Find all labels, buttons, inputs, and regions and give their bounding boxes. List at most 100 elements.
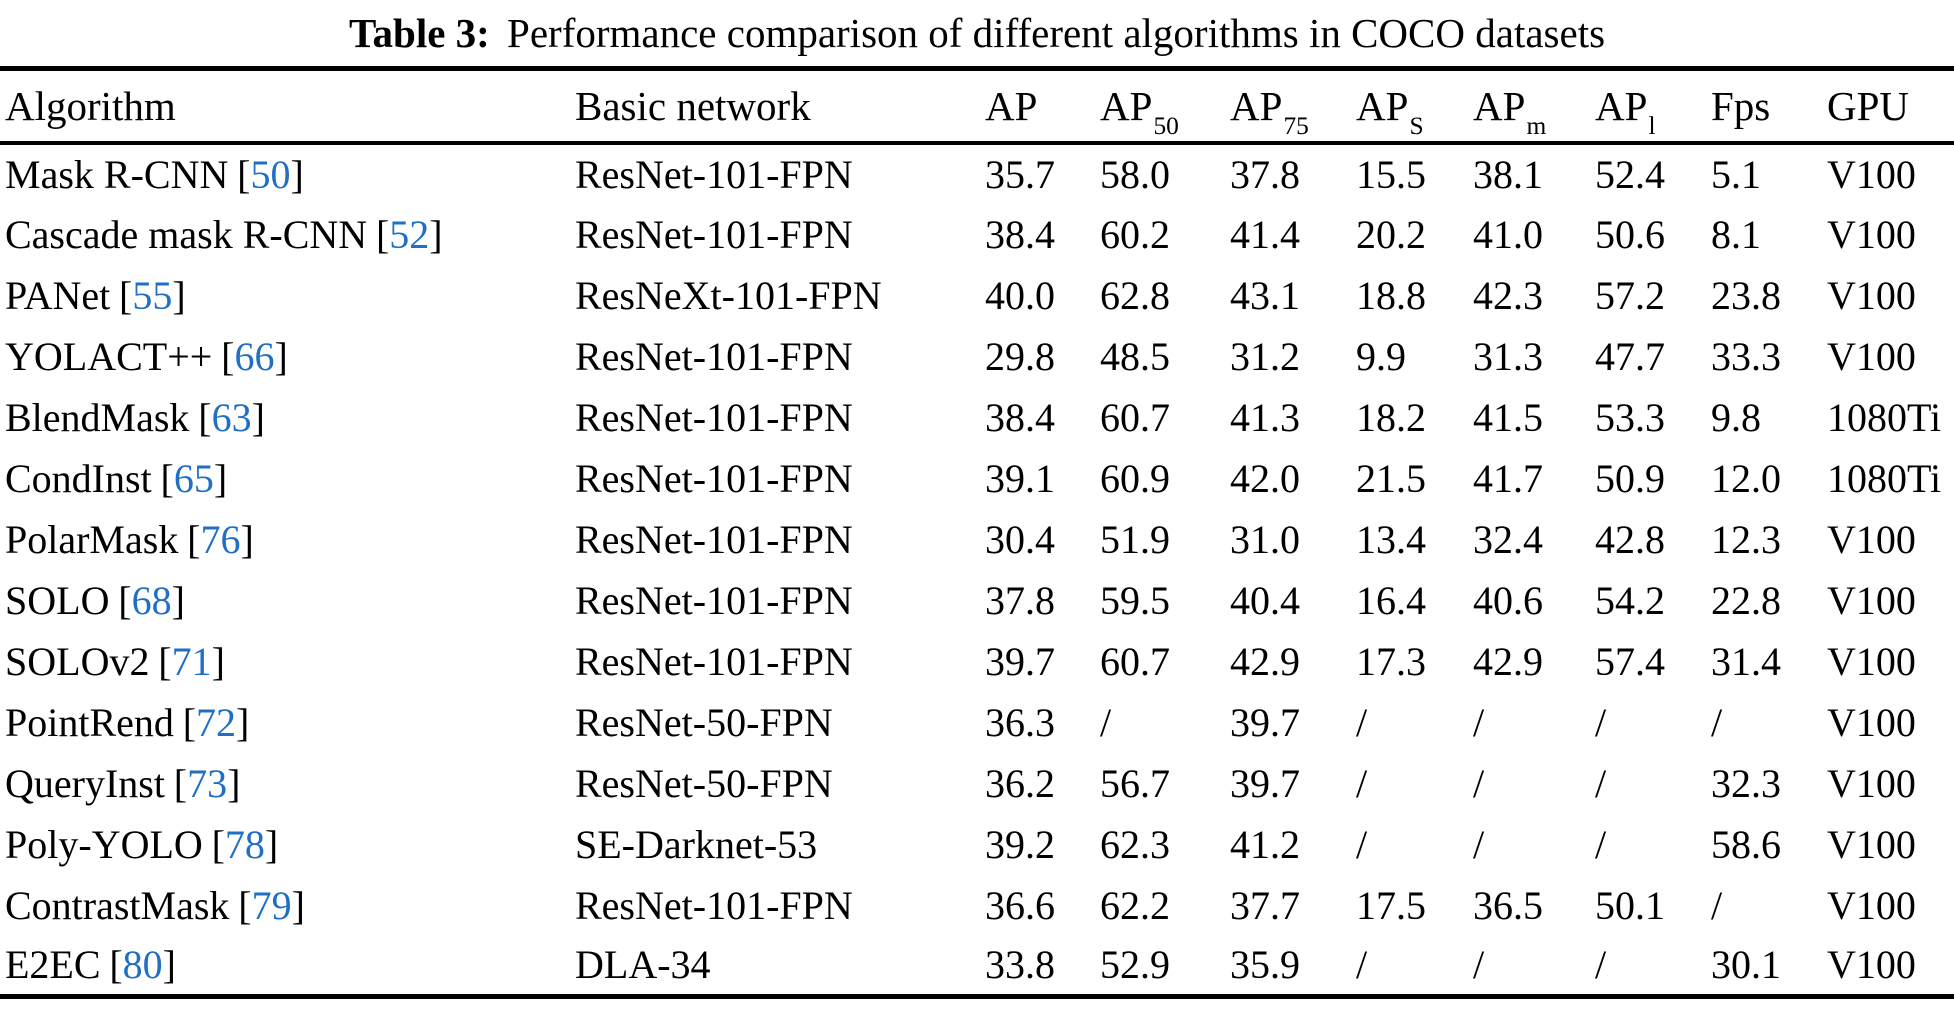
citation-link[interactable]: 76 [200,516,241,562]
citation-link[interactable]: 72 [196,699,237,745]
col-header-subscript: S [1409,111,1424,140]
performance-table: Algorithm Basic network AP AP50 AP75 APS… [0,66,1954,999]
citation-link[interactable]: 73 [187,760,228,806]
aps-cell: 20.2 [1356,211,1426,257]
apl-cell: 52.4 [1595,151,1665,197]
algorithm-name: Poly-YOLO [5,821,203,867]
ap-cell: 37.8 [985,577,1055,623]
gpu-cell: V100 [1827,516,1916,562]
col-header-subscript: l [1648,111,1656,140]
ap-cell: 39.7 [985,638,1055,684]
col-header-subscript: 75 [1283,111,1309,140]
ap-cell: 36.6 [985,882,1055,928]
col-header-apl: APl [1595,68,1711,145]
network-cell: ResNeXt-101-FPN [575,272,882,318]
col-header-gpu: GPU [1827,68,1954,145]
fps-cell: 30.1 [1711,942,1781,988]
network-cell: DLA-34 [575,942,711,988]
ap-cell: 33.8 [985,942,1055,988]
gpu-cell: V100 [1827,577,1916,623]
aps-cell: 21.5 [1356,455,1426,501]
col-header-label: Basic network [575,82,811,129]
col-header-label: AP [1473,82,1526,129]
citation-link[interactable]: 63 [211,394,252,440]
apm-cell: 38.1 [1473,151,1543,197]
col-header-basic-network: Basic network [575,68,985,145]
algorithm-name: SOLOv2 [5,638,150,684]
apl-cell: / [1595,821,1607,867]
table-row: ContrastMask [79] ResNet-101-FPN 36.6 62.… [0,875,1954,936]
algorithm-name: CondInst [5,455,152,501]
citation-bracket: [ [158,638,172,684]
apm-cell: 41.7 [1473,455,1543,501]
fps-cell: 8.1 [1711,211,1761,257]
ap-cell: 29.8 [985,333,1055,379]
citation-bracket: [ [182,699,197,745]
gpu-cell: V100 [1827,333,1916,379]
col-header-ap75: AP75 [1230,68,1356,145]
citation-link[interactable]: 71 [171,638,212,684]
citation-link[interactable]: 55 [132,272,173,318]
table-row: SOLOv2 [71] ResNet-101-FPN 39.7 60.7 42.9… [0,631,1954,692]
gpu-cell: V100 [1827,760,1916,806]
col-header-ap: AP [985,68,1100,145]
apm-cell: / [1473,699,1485,745]
apl-cell: 50.1 [1595,882,1665,928]
algorithm-name: E2EC [5,942,101,988]
citation-link[interactable]: 80 [122,942,163,988]
apl-cell: / [1595,699,1607,745]
ap75-cell: 41.2 [1230,821,1300,867]
algorithm-name: Mask R-CNN [5,151,229,197]
citation-link[interactable]: 52 [389,211,430,257]
citation-link[interactable]: 65 [173,455,214,501]
citation-bracket: [ [238,882,252,928]
aps-cell: 16.4 [1356,577,1426,623]
algorithm-cell: CondInst [65] [0,448,575,509]
citation-bracket: [ [221,333,235,379]
apm-cell: 42.9 [1473,638,1543,684]
table-row: PolarMask [76] ResNet-101-FPN 30.4 51.9 3… [0,509,1954,570]
col-header-label: AP [1230,82,1283,129]
ap-cell: 38.4 [985,211,1055,257]
apm-cell: 40.6 [1473,577,1543,623]
ap75-cell: 41.3 [1230,394,1300,440]
citation-link[interactable]: 50 [250,151,291,197]
citation-link[interactable]: 78 [224,821,265,867]
network-cell: ResNet-50-FPN [575,699,833,745]
citation-bracket: [ [375,211,390,257]
citation-bracket: [ [237,151,251,197]
gpu-cell: V100 [1827,942,1916,988]
apm-cell: 41.0 [1473,211,1543,257]
citation-link[interactable]: 68 [131,577,172,623]
col-header-subscript: m [1526,111,1547,140]
ap-cell: 35.7 [985,151,1055,197]
ap75-cell: 43.1 [1230,272,1300,318]
citation-bracket: [ [160,455,174,501]
citation-link[interactable]: 79 [251,882,292,928]
fps-cell: 23.8 [1711,272,1781,318]
apl-cell: 53.3 [1595,394,1665,440]
col-header-algorithm: Algorithm [0,68,575,145]
col-header-label: GPU [1827,82,1910,129]
citation-link[interactable]: 66 [234,333,275,379]
algorithm-name: YOLACT++ [5,333,213,379]
gpu-cell: 1080Ti [1827,455,1942,501]
apl-cell: 57.4 [1595,638,1665,684]
ap50-cell: 52.9 [1100,942,1170,988]
table-row: BlendMask [63] ResNet-101-FPN 38.4 60.7 4… [0,387,1954,448]
algorithm-name: PANet [5,272,111,318]
algorithm-cell: Cascade mask R-CNN [52] [0,204,575,265]
ap75-cell: 31.2 [1230,333,1300,379]
ap50-cell: 56.7 [1100,760,1170,806]
apm-cell: / [1473,821,1485,867]
aps-cell: / [1356,699,1368,745]
ap50-cell: 60.2 [1100,211,1170,257]
network-cell: ResNet-101-FPN [575,638,853,684]
algorithm-cell: Poly-YOLO [78] [0,814,575,875]
citation-bracket: ] [162,942,176,988]
col-header-aps: APS [1356,68,1473,145]
ap75-cell: 40.4 [1230,577,1300,623]
algorithm-cell: PANet [55] [0,265,575,326]
apl-cell: / [1595,942,1607,988]
aps-cell: 18.2 [1356,394,1426,440]
